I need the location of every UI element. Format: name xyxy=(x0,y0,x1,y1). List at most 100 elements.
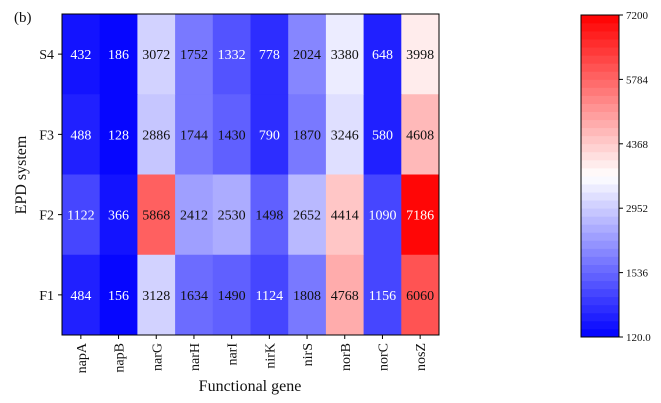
data-label: 432 xyxy=(70,48,91,63)
data-label: 2652 xyxy=(293,209,321,224)
data-label: 2886 xyxy=(142,128,170,143)
data-label: 3246 xyxy=(331,128,359,143)
heatmap-cell-F3-narG xyxy=(137,94,176,175)
x-tick-label: narI xyxy=(226,343,241,366)
data-label: 156 xyxy=(108,289,129,304)
colorbar-band xyxy=(581,127,619,137)
colorbar-band xyxy=(581,159,619,169)
x-axis: napA napB narG narH narI nirK nirS norB norC nosZ xyxy=(75,335,429,373)
heatmap-cell-F2-nirS xyxy=(288,174,327,256)
colorbar-band xyxy=(581,264,619,273)
data-label: 1430 xyxy=(218,128,246,143)
colorbar-band xyxy=(581,256,619,265)
colorbar-band xyxy=(581,31,619,40)
colorbar-band xyxy=(581,192,619,201)
colorbar-band xyxy=(581,87,619,96)
data-label: 6060 xyxy=(406,289,434,304)
heatmap-cell-F2-napA xyxy=(62,174,101,256)
data-label: 484 xyxy=(70,289,91,304)
data-label: 1808 xyxy=(293,289,321,304)
colorbar-band xyxy=(581,15,619,24)
heatmap-cell-S4-norB xyxy=(325,14,365,95)
heatmap-cell-F2-norC xyxy=(363,174,402,256)
colorbar-tick-label: 2952 xyxy=(626,203,648,215)
data-label: 580 xyxy=(372,128,393,143)
colorbar-band xyxy=(581,23,619,32)
x-tick-label: napB xyxy=(113,343,128,373)
x-tick-label: nirK xyxy=(263,343,278,369)
colorbar-band xyxy=(581,320,619,330)
data-label: 366 xyxy=(108,209,129,224)
heatmap-cell-F3-nosZ xyxy=(401,94,440,175)
data-label: 1332 xyxy=(218,48,246,63)
colorbar-band xyxy=(581,184,619,193)
heatmap-cell-F3-napA xyxy=(62,94,101,175)
y-axis-label: EPD system xyxy=(13,135,30,214)
colorbar-tick-label: 5784 xyxy=(626,74,649,86)
heatmap-cell-F1-narH xyxy=(175,254,214,336)
data-label: 7186 xyxy=(406,209,434,224)
heatmap-cell-F3-norC xyxy=(363,94,402,175)
data-label: 4414 xyxy=(331,209,359,224)
data-label: 2530 xyxy=(218,209,246,224)
colorbar-band xyxy=(581,272,619,282)
colorbar-band xyxy=(581,71,619,80)
heatmap-cell-F1-nirS xyxy=(288,254,327,336)
x-tick-label: nosZ xyxy=(414,343,429,371)
y-tick-label: S4 xyxy=(39,48,54,63)
panel-label: (b) xyxy=(14,10,32,26)
colorbar-band xyxy=(581,176,619,185)
heatmap-cell-F1-napB xyxy=(99,254,138,336)
heatmap-cell-F1-nosZ xyxy=(401,254,440,336)
heatmap-cell-S4-narH xyxy=(175,14,214,95)
colorbar-band xyxy=(581,119,619,129)
heatmap-cell-S4-nirK xyxy=(250,14,289,95)
data-label: 4768 xyxy=(331,289,359,304)
data-label: 3072 xyxy=(142,48,170,63)
colorbar-band xyxy=(581,95,619,104)
heatmap-cell-F1-norB xyxy=(325,254,365,336)
colorbar-frame xyxy=(580,14,620,338)
data-label: 3380 xyxy=(331,48,359,63)
colorbar-band xyxy=(581,79,619,88)
heatmap-cell-F1-nirK xyxy=(250,254,289,336)
heatmap-cell-labels: 432 186 3072 1752 1332 778 2024 3380 648 3998 488 1… xyxy=(67,48,434,304)
colorbar-band xyxy=(581,280,619,290)
data-label: 778 xyxy=(259,48,280,63)
data-label: 1752 xyxy=(180,48,208,63)
colorbar-band xyxy=(581,111,619,121)
data-label: 648 xyxy=(372,48,393,63)
data-label: 1124 xyxy=(256,289,283,304)
x-tick-label: narG xyxy=(150,343,165,371)
data-label: 1634 xyxy=(180,289,208,304)
data-label: 488 xyxy=(70,128,91,143)
heatmap-cell-F3-norB xyxy=(325,94,365,175)
heatmap-cell-F2-nosZ xyxy=(401,174,440,256)
heatmap-cell-F3-narH xyxy=(175,94,214,175)
y-tick-label: F1 xyxy=(39,289,54,304)
heatmap-cell-S4-narG xyxy=(137,14,176,95)
colorbar: 7200 5784 4368 2952 1536 120.0 xyxy=(580,10,651,344)
heatmap-cell-F3-napB xyxy=(99,94,138,175)
data-label: 1490 xyxy=(218,289,246,304)
heatmap-cell-F2-norB xyxy=(325,174,365,256)
colorbar-band xyxy=(581,208,619,217)
data-label: 128 xyxy=(108,128,129,143)
heatmap-cell-F1-napA xyxy=(62,254,101,336)
colorbar-band xyxy=(581,103,619,112)
colorbar-band xyxy=(581,240,619,249)
heatmap-cell-S4-napA xyxy=(62,14,101,95)
heatmap-cell-F3-nirK xyxy=(250,94,289,175)
colorbar-band xyxy=(581,248,619,257)
data-label: 1498 xyxy=(255,209,283,224)
data-label: 790 xyxy=(259,128,280,143)
colorbar-band xyxy=(581,55,619,64)
data-label: 3128 xyxy=(142,289,170,304)
colorbar-band xyxy=(581,167,619,177)
data-label: 3998 xyxy=(406,48,434,63)
heatmap-cell-F2-narI xyxy=(212,174,251,256)
heatmap-cell-S4-napB xyxy=(99,14,138,95)
colorbar-band xyxy=(581,200,619,209)
colorbar-band xyxy=(581,232,619,241)
